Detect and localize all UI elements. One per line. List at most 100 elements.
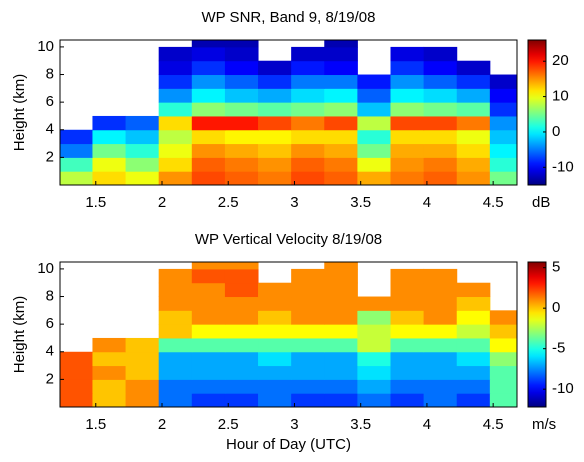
x-tick-label: 4.5 <box>483 416 504 433</box>
y-tick-label: 6 <box>46 315 54 332</box>
heatmap-cell <box>191 379 226 394</box>
heatmap-cell <box>291 379 325 394</box>
heatmap-cell <box>423 365 458 380</box>
heatmap-cell <box>390 74 425 89</box>
heatmap-cell <box>191 268 226 284</box>
chart-title: WP SNR, Band 9, 8/19/08 <box>202 9 376 26</box>
heatmap-cell <box>191 282 226 298</box>
heatmap-cell <box>291 351 325 367</box>
x-tick-label: 2 <box>158 194 166 211</box>
heatmap-cell <box>390 157 425 172</box>
y-tick-label: 4 <box>46 343 54 360</box>
heatmap-cell <box>390 46 425 62</box>
heatmap-cell <box>224 129 259 145</box>
heatmap-cell <box>258 310 292 325</box>
heatmap-cell <box>258 157 292 172</box>
heatmap-cell <box>324 365 358 380</box>
heatmap-cell <box>224 40 259 48</box>
heatmap-cell <box>423 379 458 394</box>
heatmap-cell <box>92 171 127 185</box>
heatmap-cell <box>423 102 458 117</box>
heatmap-cell <box>324 379 358 394</box>
heatmap-cell <box>191 393 226 407</box>
heatmap-cell <box>390 296 425 311</box>
heatmap-cell <box>224 74 259 89</box>
heatmap-cell <box>390 310 425 325</box>
plot-frame <box>59 261 518 408</box>
heatmap-cell <box>258 143 292 158</box>
heatmap-cell <box>489 310 517 325</box>
heatmap-cell <box>324 40 358 48</box>
colorbar-tick-label: -10 <box>552 380 574 397</box>
heatmap-cell <box>60 365 93 380</box>
colorbar-tick-label: 0 <box>552 299 560 316</box>
heatmap-cell <box>291 296 325 311</box>
heatmap-cell <box>125 157 160 172</box>
heatmap-cell <box>489 324 517 339</box>
heatmap-cell <box>324 310 358 325</box>
heatmap-cell <box>92 351 127 367</box>
heatmap-cell <box>456 282 491 298</box>
heatmap-cell <box>258 129 292 145</box>
heatmap-cell <box>258 365 292 380</box>
heatmap-cell <box>423 143 458 158</box>
heatmap-cell <box>158 337 193 353</box>
heatmap-cell <box>258 115 292 131</box>
colorbar-tick-label: 10 <box>552 88 569 105</box>
heatmap-cell <box>291 60 325 76</box>
heatmap-cell <box>191 88 226 103</box>
heatmap-cell <box>357 143 391 158</box>
heatmap-cell <box>357 102 391 117</box>
heatmap-cell <box>324 324 358 339</box>
plot-frame <box>59 39 518 186</box>
heatmap-cell <box>291 88 325 103</box>
heatmap-cell <box>489 129 517 145</box>
heatmap-cell <box>92 337 127 353</box>
heatmap-cell <box>423 157 458 172</box>
heatmap-cell <box>158 296 193 311</box>
heatmap-cell <box>390 268 425 284</box>
x-tick-label: 4 <box>423 194 431 211</box>
heatmap-cell <box>191 102 226 117</box>
heatmap-cell <box>324 296 358 311</box>
heatmap-cell <box>158 60 193 76</box>
y-tick-label: 8 <box>46 287 54 304</box>
heatmap-cell <box>456 129 491 145</box>
heatmap-cell <box>158 379 193 394</box>
x-tick-label: 1.5 <box>85 194 106 211</box>
heatmap-cell <box>92 115 127 131</box>
heatmap-cell <box>456 379 491 394</box>
heatmap-cell <box>60 351 93 367</box>
heatmap-cell <box>456 143 491 158</box>
heatmap-cell <box>291 171 325 185</box>
heatmap-cells <box>60 262 517 407</box>
heatmap-cell <box>423 74 458 89</box>
heatmap-cell <box>390 351 425 367</box>
heatmap-cell <box>456 310 491 325</box>
heatmap-cell <box>125 171 160 185</box>
heatmap-cell <box>125 393 160 407</box>
colorbar-tick-label: -5 <box>552 340 565 357</box>
heatmap-cell <box>489 143 517 158</box>
heatmap-cell <box>324 74 358 89</box>
heatmap-cell <box>224 379 259 394</box>
heatmap-cell <box>224 102 259 117</box>
heatmap-cell <box>158 268 193 284</box>
heatmap-cell <box>191 74 226 89</box>
heatmap-cell <box>224 337 259 353</box>
heatmap-cell <box>291 282 325 298</box>
heatmap-cell <box>423 171 458 185</box>
heatmap-cell <box>456 115 491 131</box>
heatmap-cell <box>191 46 226 62</box>
heatmap-cell <box>258 171 292 185</box>
heatmap-cell <box>357 157 391 172</box>
heatmap-cell <box>324 46 358 62</box>
heatmap-cell <box>158 393 193 407</box>
heatmap-cell <box>158 324 193 339</box>
y-tick-label: 8 <box>46 65 54 82</box>
x-tick-label: 4.5 <box>483 194 504 211</box>
heatmap-cell <box>191 310 226 325</box>
y-tick-label: 2 <box>46 370 54 387</box>
heatmap-cell <box>224 393 259 407</box>
